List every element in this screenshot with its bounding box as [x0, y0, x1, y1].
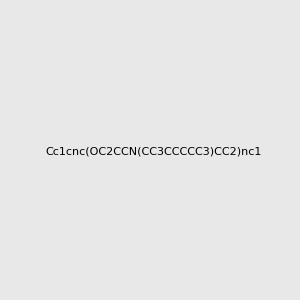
Text: Cc1cnc(OC2CCN(CC3CCCCC3)CC2)nc1: Cc1cnc(OC2CCN(CC3CCCCC3)CC2)nc1 [46, 146, 262, 157]
